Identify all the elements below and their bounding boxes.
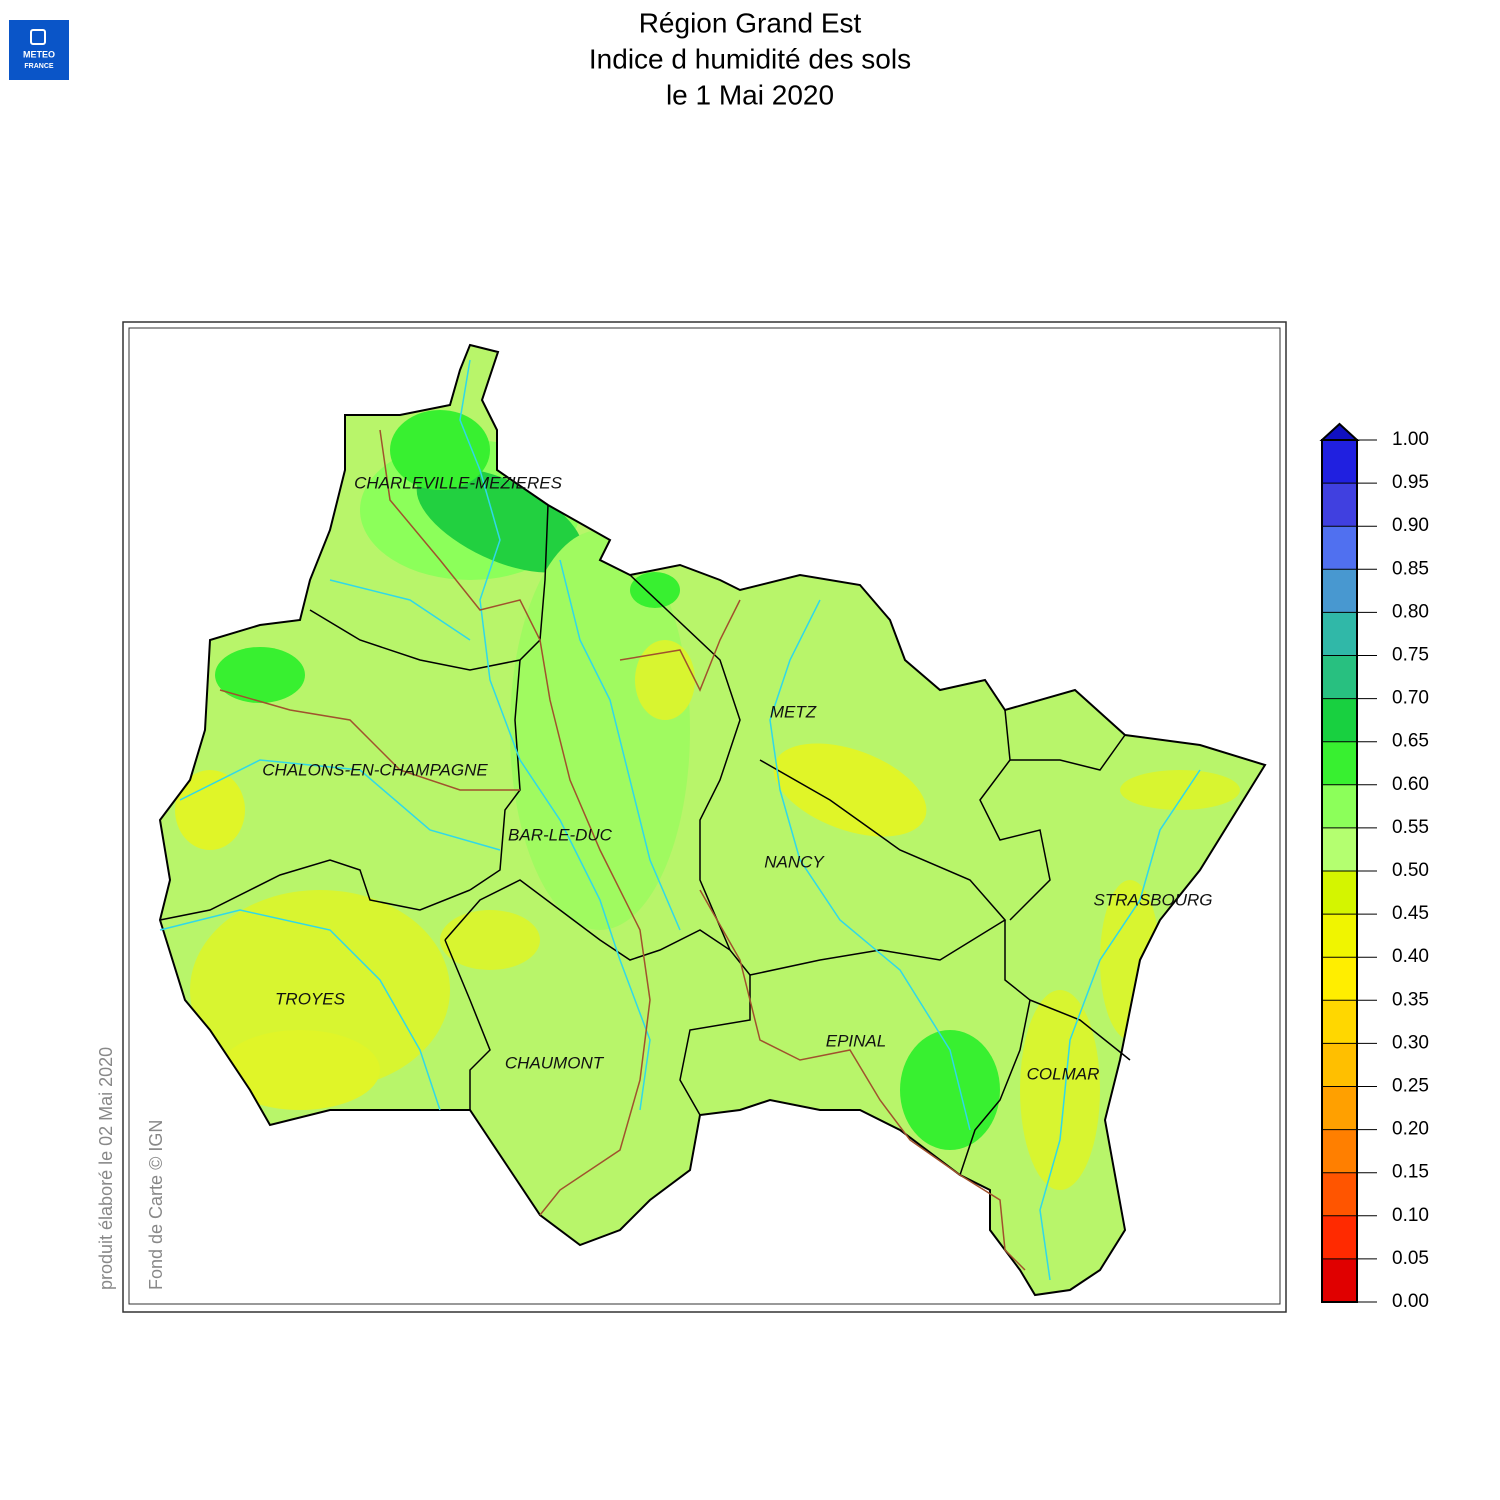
colorbar: 0.00 0.05 0.10 0.15 0.20 0.25 0.30 0.35 0.40 0.45… — [1319, 422, 1429, 1312]
colorbar-tick-label: 0.75 — [1392, 645, 1429, 666]
city-label: CHALONS-EN-CHAMPAGNE — [262, 760, 488, 779]
title: le 1 Mai 2020 — [666, 79, 834, 110]
title: Indice d humidité des sols — [589, 43, 911, 74]
city-label: BAR-LE-DUC — [508, 825, 613, 844]
colorbar-segment — [1322, 655, 1357, 699]
colorbar-tick-label: 0.85 — [1392, 558, 1429, 579]
colorbar-tick-label: 0.50 — [1392, 860, 1429, 881]
city-label: EPINAL — [826, 1031, 886, 1050]
colorbar-segment — [1322, 914, 1357, 958]
colorbar-tick-label: 0.40 — [1392, 946, 1429, 967]
colorbar-segment — [1322, 1086, 1357, 1130]
logo-text: METEO — [23, 49, 55, 59]
title: Région Grand Est — [639, 7, 862, 38]
colorbar-segment — [1322, 1215, 1357, 1259]
colorbar-tick-label: 0.80 — [1392, 601, 1429, 622]
map-frame — [128, 327, 1281, 1305]
city-label: METZ — [770, 702, 817, 721]
colorbar-segment — [1322, 1000, 1357, 1044]
logo: METEO FRANCE — [9, 20, 69, 80]
colorbar-segment — [1322, 1043, 1357, 1087]
city-label: STRASBOURG — [1093, 890, 1212, 909]
map-fill — [160, 345, 1265, 1295]
colorbar-segment — [1322, 698, 1357, 742]
colorbar-tick-label: 1.00 — [1392, 429, 1429, 450]
city-labels: CHARLEVILLE-MEZIERES METZ CHALONS-EN-CHAMP… — [262, 473, 1212, 1083]
colorbar-tick-label: 0.25 — [1392, 1076, 1429, 1097]
colorbar-segment — [1322, 440, 1357, 484]
city-label: COLMAR — [1027, 1064, 1100, 1083]
colorbar-tick-label: 0.05 — [1392, 1248, 1429, 1269]
colorbar-tick-label: 0.45 — [1392, 903, 1429, 924]
production-note: produit élaboré le 02 Mai 2020 — [96, 1047, 116, 1290]
colorbar-segment — [1322, 741, 1357, 785]
colorbar-segment — [1322, 871, 1357, 915]
logo-text: FRANCE — [24, 63, 53, 70]
colorbar-tick-label: 0.55 — [1392, 817, 1429, 838]
colorbar-segment — [1322, 526, 1357, 570]
rivers — [159, 359, 1201, 1281]
colorbar-segment — [1322, 569, 1357, 613]
department-borders — [159, 504, 1131, 1176]
colorbar-tick-label: 0.95 — [1392, 472, 1429, 493]
colorbar-tick-label: 0.15 — [1392, 1162, 1429, 1183]
basemap-credit: Fond de Carte © IGN — [146, 1120, 166, 1290]
colorbar-segment — [1322, 483, 1357, 527]
colorbar-tick-label: 0.60 — [1392, 774, 1429, 795]
colorbar-tick-label: 0.90 — [1392, 515, 1429, 536]
colorbar-tick-label: 0.35 — [1392, 989, 1429, 1010]
colorbar-segment — [1322, 1129, 1357, 1173]
colorbar-tick-label: 0.20 — [1392, 1119, 1429, 1140]
colorbar-segment — [1322, 784, 1357, 828]
map-frame — [122, 321, 1287, 1313]
colorbar-segment — [1322, 957, 1357, 1001]
city-label: CHARLEVILLE-MEZIERES — [354, 473, 562, 492]
colorbar-tick-label: 0.65 — [1392, 731, 1429, 752]
colorbar-tick-label: 0.30 — [1392, 1032, 1429, 1053]
city-label: CHAUMONT — [505, 1053, 605, 1072]
colorbar-segment — [1322, 612, 1357, 656]
colorbar-tick-label: 0.00 — [1392, 1291, 1429, 1312]
colorbar-tick-label: 0.70 — [1392, 688, 1429, 709]
colorbar-segment — [1322, 1258, 1357, 1302]
city-label: NANCY — [764, 852, 825, 871]
colorbar-segment — [1322, 827, 1357, 871]
colorbar-segment — [1322, 1172, 1357, 1216]
watersheds — [219, 429, 1026, 1271]
city-label: TROYES — [275, 989, 346, 1008]
colorbar-over-arrow — [1319, 422, 1360, 441]
colorbar-tick-label: 0.10 — [1392, 1205, 1429, 1226]
